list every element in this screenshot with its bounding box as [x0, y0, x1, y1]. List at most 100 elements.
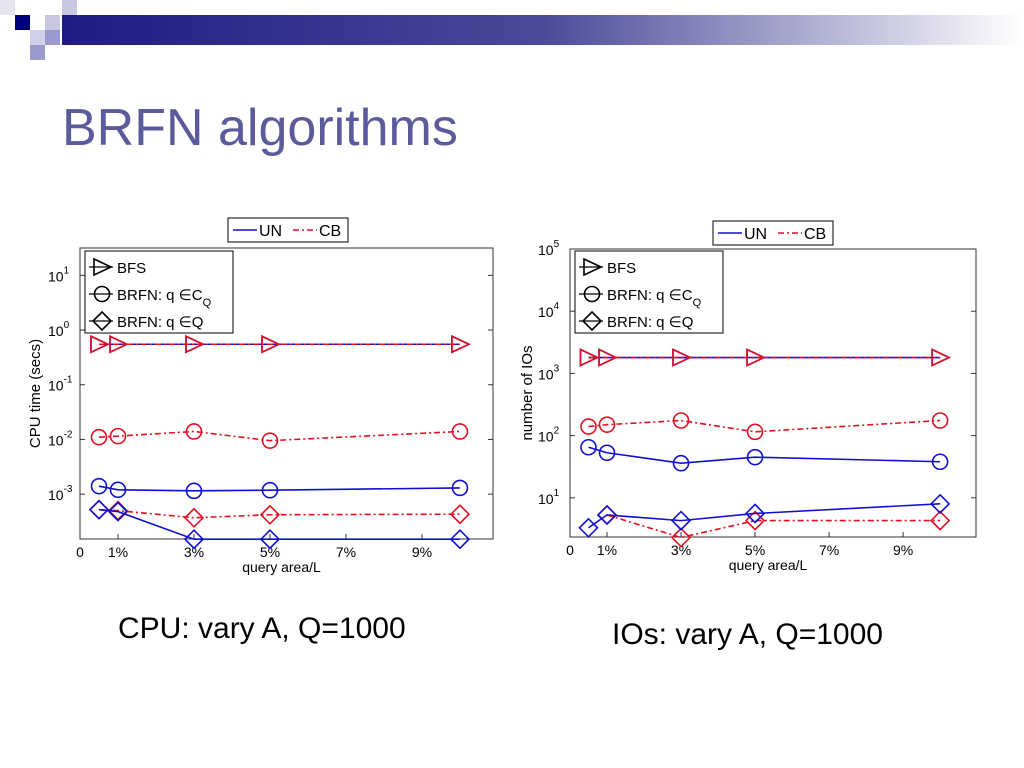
style-legend: UN CB	[712, 220, 834, 246]
circle-marker	[451, 479, 469, 497]
caption-ios: IOs: vary A, Q=1000	[612, 618, 883, 651]
x-tick-label: 7%	[819, 542, 839, 558]
x-tick-label: 3%	[184, 544, 204, 560]
x-tick-label: 9%	[893, 542, 913, 558]
diamond-marker	[183, 529, 205, 550]
series-line	[98, 508, 460, 541]
triangle-marker	[451, 334, 471, 354]
circle-marker	[672, 412, 690, 429]
y-tick-label: 105	[538, 239, 560, 258]
header-bar	[62, 15, 1024, 45]
chart-1: 105 104 103 102 101 0 1% 3% 5% 7% 9% query area/L nu…	[519, 220, 977, 573]
diamond-marker	[744, 503, 766, 524]
diamond-marker	[578, 517, 599, 538]
legend-label: BRFN: q ∈CQ	[607, 287, 702, 309]
circle-marker	[580, 418, 597, 435]
circle-marker	[261, 432, 279, 449]
series-brfn-q-cq-cb	[580, 412, 949, 441]
x-tick-label: 7%	[336, 544, 356, 560]
x-tick-label: 9%	[412, 544, 432, 560]
series-brfn-q-cq-un	[90, 477, 469, 500]
diamond-marker	[183, 507, 205, 528]
diamond-marker	[929, 493, 951, 514]
series-brfn-q-cq-cb	[90, 423, 469, 449]
legend-label: BFS	[117, 260, 146, 277]
x-tick-label: 1%	[108, 544, 128, 560]
legend-label: CB	[804, 226, 826, 243]
y-tick-label: 104	[538, 301, 560, 320]
diamond-marker	[744, 510, 766, 531]
triangle-marker	[185, 334, 205, 354]
circle-marker	[90, 428, 108, 446]
diamond-marker	[449, 504, 471, 525]
series-brfn-q-cq-un	[580, 438, 949, 472]
diamond-marker	[449, 529, 471, 550]
diamond-marker	[670, 527, 692, 548]
circle-marker	[746, 423, 764, 441]
triangle-marker	[598, 348, 618, 367]
deco-square	[0, 0, 15, 15]
x-tick-label: 0	[566, 542, 574, 558]
circle-marker	[746, 448, 764, 466]
circle-marker	[185, 482, 203, 500]
series-line	[588, 446, 941, 465]
circle-marker	[451, 423, 469, 440]
diamond-marker	[259, 504, 281, 525]
y-axis-label: CPU time (secs)	[27, 339, 44, 448]
diamond-marker	[670, 510, 692, 531]
circle-marker	[93, 285, 111, 303]
y-tick-label: 10-2	[48, 429, 73, 448]
deco-square	[45, 15, 60, 30]
diamond-marker	[929, 510, 951, 531]
x-tick-label: 1%	[597, 542, 617, 558]
series-line	[588, 419, 941, 433]
circle-marker	[580, 438, 597, 456]
series-line	[98, 485, 460, 492]
legend-label: BRFN: q ∈Q	[607, 314, 693, 331]
diamond-marker	[259, 529, 281, 550]
triangle-marker	[579, 348, 600, 367]
series-brfn-q-q-un	[578, 493, 951, 538]
circle-marker	[598, 416, 616, 433]
triangle-marker	[93, 257, 113, 277]
series-line	[606, 514, 941, 539]
slide-title: BRFN algorithms	[62, 99, 458, 157]
series-line	[588, 503, 941, 529]
triangle-marker	[261, 334, 281, 354]
diamond-marker	[91, 310, 113, 332]
x-tick-label: 0	[76, 544, 84, 560]
circle-marker	[672, 454, 690, 472]
circle-marker	[261, 481, 279, 499]
triangle-marker	[931, 348, 951, 367]
x-axis-label: query area/L	[242, 559, 321, 575]
deco-square	[45, 30, 60, 45]
y-tick-label: 101	[48, 265, 70, 284]
circle-marker	[90, 477, 108, 495]
chart-0: 101 100 10-1 10-2 10-3 0 1% 3% 5% 7% 9% query area/…	[27, 217, 494, 575]
circle-marker	[931, 412, 949, 429]
legend-label: BFS	[607, 260, 636, 277]
y-tick-label: 103	[538, 363, 560, 382]
circle-marker	[583, 285, 601, 303]
y-tick-label: 10-3	[48, 484, 73, 503]
caption-cpu: CPU: vary A, Q=1000	[118, 612, 406, 645]
deco-square	[62, 0, 77, 15]
circle-marker	[109, 427, 127, 445]
triangle-marker	[109, 334, 129, 354]
legend-label: BRFN: q ∈CQ	[117, 287, 212, 309]
circle-marker	[931, 453, 949, 471]
marker-legend: BFS BRFN: q ∈CQ BRFN: q ∈Q	[574, 250, 724, 334]
x-tick-label: 3%	[671, 542, 691, 558]
legend-label: UN	[259, 223, 282, 240]
triangle-marker	[746, 348, 766, 367]
triangle-marker	[90, 334, 110, 354]
series-brfn-q-q-un	[88, 499, 471, 550]
y-tick-label: 101	[538, 488, 560, 507]
y-tick-label: 10-1	[48, 375, 73, 394]
diamond-marker	[107, 501, 129, 522]
diamond-marker	[88, 499, 110, 520]
y-tick-label: 100	[48, 320, 70, 339]
series-bfs-cb	[90, 334, 471, 354]
series-bfs-cb	[579, 348, 951, 367]
deco-square	[15, 15, 30, 30]
